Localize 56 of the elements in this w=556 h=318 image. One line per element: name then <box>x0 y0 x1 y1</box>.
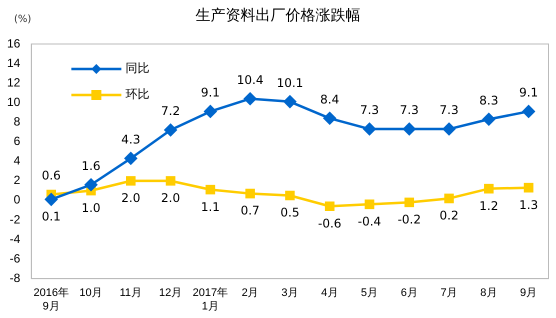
data-label: 0.7 <box>240 204 260 218</box>
data-label: 7.3 <box>400 103 419 118</box>
data-label: 10.1 <box>276 76 304 90</box>
y-tick-label: 16 <box>6 36 21 50</box>
data-label: 7.2 <box>161 104 180 118</box>
data-label: 1.3 <box>519 198 538 212</box>
x-tick-label: 10月 <box>79 287 103 300</box>
x-tick-label: 7月 <box>440 287 458 300</box>
x-tick-label: 9月 <box>520 287 538 300</box>
data-label: 1.2 <box>479 198 498 213</box>
data-label: 9.1 <box>200 86 220 100</box>
y-tick-label: 8 <box>14 114 21 129</box>
x-tick-label: 2月 <box>242 287 259 300</box>
y-tick-label: 4 <box>14 154 21 168</box>
x-tick-label: 12月 <box>158 287 182 300</box>
y-tick-label: 14 <box>6 56 21 70</box>
y-tick-label: 10 <box>6 94 21 109</box>
data-label: 0.6 <box>42 168 61 183</box>
data-label: 9.1 <box>519 86 538 100</box>
x-tick-label: 11月 <box>120 287 142 300</box>
data-label: 0.5 <box>280 206 300 220</box>
x-tick-label: 4月 <box>321 287 338 300</box>
x-tick-label: 8月 <box>480 287 498 300</box>
data-label: 4.3 <box>121 132 140 146</box>
data-label: -0.2 <box>398 212 421 226</box>
data-label: 1.6 <box>81 158 101 173</box>
data-label: 7.3 <box>440 103 459 118</box>
data-label: 0.1 <box>42 210 61 224</box>
y-tick-label: 12 <box>6 75 21 90</box>
x-tick-label: 3月 <box>281 287 298 300</box>
x-tick-label: 6月 <box>400 287 418 300</box>
data-label: 1.1 <box>200 200 220 214</box>
y-tick-label: 6 <box>14 134 21 148</box>
legend-label: 同比 <box>125 61 150 76</box>
data-label: 1.0 <box>81 200 101 215</box>
x-tick-label: 5月 <box>360 287 378 300</box>
data-label: -0.6 <box>318 216 342 230</box>
x-tick-label: 2017年 1月 <box>192 287 228 312</box>
legend-label: 环比 <box>125 87 150 102</box>
y-tick-label: -6 <box>10 251 21 266</box>
data-label: 2.0 <box>121 190 140 205</box>
x-tick-label: 2016年 9月 <box>33 287 69 312</box>
data-label: 0.2 <box>440 208 459 223</box>
y-tick-label: -2 <box>10 212 21 226</box>
chart-title: 生产资料出厂价格涨跌幅 <box>196 6 360 24</box>
data-label: 10.4 <box>236 72 264 87</box>
y-tick-label: 0 <box>14 192 21 207</box>
y-tick-label: 2 <box>14 173 21 188</box>
y-axis-title: (%) <box>14 14 32 25</box>
data-label: 7.3 <box>360 103 380 118</box>
y-tick-label: -4 <box>10 232 21 246</box>
data-label: 2.0 <box>161 190 180 205</box>
data-label: 8.3 <box>479 93 498 108</box>
data-label: -0.4 <box>358 214 382 228</box>
y-tick-label: -8 <box>10 270 21 285</box>
data-label: 8.4 <box>320 92 340 106</box>
